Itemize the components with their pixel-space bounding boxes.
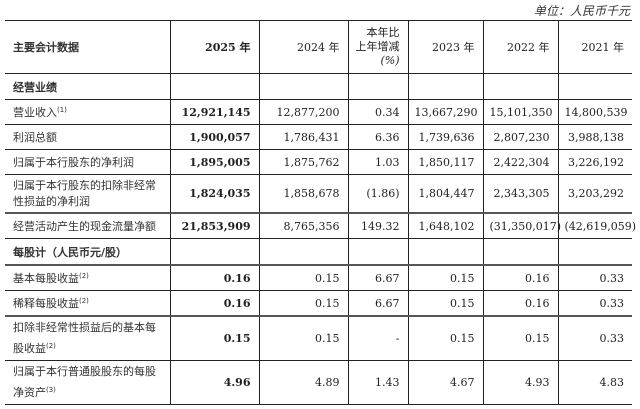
financial-data-table: 主要会计数据 2025 年 2024 年 本年比 上年增减 (%) 2023 年… (5, 20, 636, 405)
header-yoy-line2: 上年增减 (355, 40, 400, 53)
cell-2025: 1,895,005 (169, 149, 259, 175)
cell-2021: 3,988,138 (557, 124, 632, 150)
section-row-per-share: 每股计（人民币元/股） (5, 238, 632, 266)
section-title: 经营业绩 (5, 73, 170, 100)
cell-2023: 0.15 (407, 315, 483, 361)
table-row: 营业收入(1) 12,921,145 12,877,200 0.34 13,66… (5, 99, 632, 125)
cell-2025: 0.15 (169, 315, 259, 361)
cell-2023: 0.15 (407, 290, 483, 317)
header-2023: 2023 年 (407, 20, 483, 74)
cell-2024: 0.15 (258, 315, 348, 361)
cell-2025: 0.16 (169, 264, 259, 291)
cell-2023: 1,648,102 (407, 212, 483, 239)
table-row: 归属于本行普通股股东的每股净资产(3) 4.96 4.89 1.43 4.67 … (5, 360, 632, 405)
cell-2025: 1,900,057 (169, 124, 259, 150)
cell-yoy: 6.36 (347, 124, 408, 150)
cell-2024: 1,858,678 (258, 174, 348, 214)
table-row: 经营活动产生的现金流量净额 21,853,909 8,765,356 149.3… (5, 212, 636, 239)
cell-2024: 0.15 (258, 264, 348, 291)
section-title: 每股计（人民币元/股） (5, 238, 170, 266)
header-yoy-change: 本年比 上年增减 (%) (347, 20, 408, 74)
row-label: 经营活动产生的现金流量净额 (5, 212, 170, 239)
row-label: 归属于本行普通股股东的每股净资产(3) (5, 360, 170, 405)
table-row: 扣除非经常性损益后的基本每股收益(2) 0.15 0.15 - 0.15 0.1… (5, 315, 632, 361)
cell-2025: 1,824,035 (169, 174, 259, 214)
table-row: 利润总额 1,900,057 1,786,431 6.36 1,739,636 … (5, 124, 632, 150)
row-label: 扣除非经常性损益后的基本每股收益(2) (5, 315, 170, 361)
table-row: 基本每股收益(2) 0.16 0.15 6.67 0.15 0.16 0.33 (5, 264, 632, 291)
cell-yoy: 0.34 (347, 99, 408, 125)
table-header-row: 主要会计数据 2025 年 2024 年 本年比 上年增减 (%) 2023 年… (5, 20, 632, 74)
row-label: 归属于本行股东的扣除非经常性损益的净利润 (5, 174, 170, 214)
cell-yoy: 149.32 (347, 212, 408, 239)
cell-2021: (42,619,059) (557, 212, 636, 239)
cell-yoy: 1.03 (347, 149, 408, 175)
cell-2021: 0.33 (557, 315, 632, 361)
cell-2025: 0.16 (169, 290, 259, 317)
cell-yoy: - (347, 315, 408, 361)
cell-yoy: 1.43 (347, 360, 408, 405)
cell-2025: 21,853,909 (169, 212, 259, 239)
row-label: 归属于本行股东的净利润 (5, 149, 170, 175)
row-label: 稀释每股收益(2) (5, 290, 170, 317)
cell-2021: 0.33 (557, 290, 632, 317)
cell-2022: 0.16 (482, 264, 558, 291)
cell-2023: 1,804,447 (407, 174, 483, 214)
cell-2022: 2,807,230 (482, 124, 558, 150)
cell-2021: 14,800,539 (557, 99, 632, 125)
cell-2024: 1,786,431 (258, 124, 348, 150)
cell-2021: 0.33 (557, 264, 632, 291)
cell-2022: 0.15 (482, 315, 558, 361)
header-label: 主要会计数据 (5, 20, 170, 74)
cell-2025: 4.96 (169, 360, 259, 405)
cell-2023: 4.67 (407, 360, 483, 405)
cell-2023: 1,850,117 (407, 149, 483, 175)
header-2022: 2022 年 (482, 20, 558, 74)
cell-2024: 0.15 (258, 290, 348, 317)
cell-2021: 3,203,292 (557, 174, 632, 214)
cell-2021: 3,226,192 (557, 149, 632, 175)
cell-yoy: 6.67 (347, 264, 408, 291)
cell-2022: (31,350,017) (482, 212, 561, 239)
table-row: 归属于本行股东的净利润 1,895,005 1,875,762 1.03 1,8… (5, 149, 632, 175)
header-yoy-line3: (%) (380, 54, 400, 67)
cell-2022: 4.93 (482, 360, 558, 405)
cell-2022: 15,101,350 (482, 99, 558, 125)
row-label: 基本每股收益(2) (5, 264, 170, 291)
cell-2022: 0.16 (482, 290, 558, 317)
header-2025: 2025 年 (169, 20, 259, 74)
cell-yoy: 6.67 (347, 290, 408, 317)
header-yoy-line1: 本年比 (366, 26, 400, 39)
cell-yoy: (1.86) (347, 174, 408, 214)
header-2021: 2021 年 (557, 20, 632, 74)
cell-2025: 12,921,145 (169, 99, 259, 125)
unit-label: 单位：人民币千元 (533, 4, 630, 18)
row-label: 利润总额 (5, 124, 170, 150)
header-2024: 2024 年 (258, 20, 348, 74)
cell-2022: 2,343,305 (482, 174, 558, 214)
section-row-operating: 经营业绩 (5, 73, 632, 100)
cell-2023: 13,667,290 (407, 99, 483, 125)
cell-2024: 4.89 (258, 360, 348, 405)
cell-2022: 2,422,304 (482, 149, 558, 175)
row-label: 营业收入(1) (5, 99, 170, 125)
cell-2023: 0.15 (407, 264, 483, 291)
table-row: 归属于本行股东的扣除非经常性损益的净利润 1,824,035 1,858,678… (5, 174, 632, 214)
table-row: 稀释每股收益(2) 0.16 0.15 6.67 0.15 0.16 0.33 (5, 290, 632, 317)
cell-2024: 1,875,762 (258, 149, 348, 175)
cell-2023: 1,739,636 (407, 124, 483, 150)
cell-2021: 4.83 (557, 360, 632, 405)
cell-2024: 12,877,200 (258, 99, 348, 125)
cell-2024: 8,765,356 (258, 212, 348, 239)
